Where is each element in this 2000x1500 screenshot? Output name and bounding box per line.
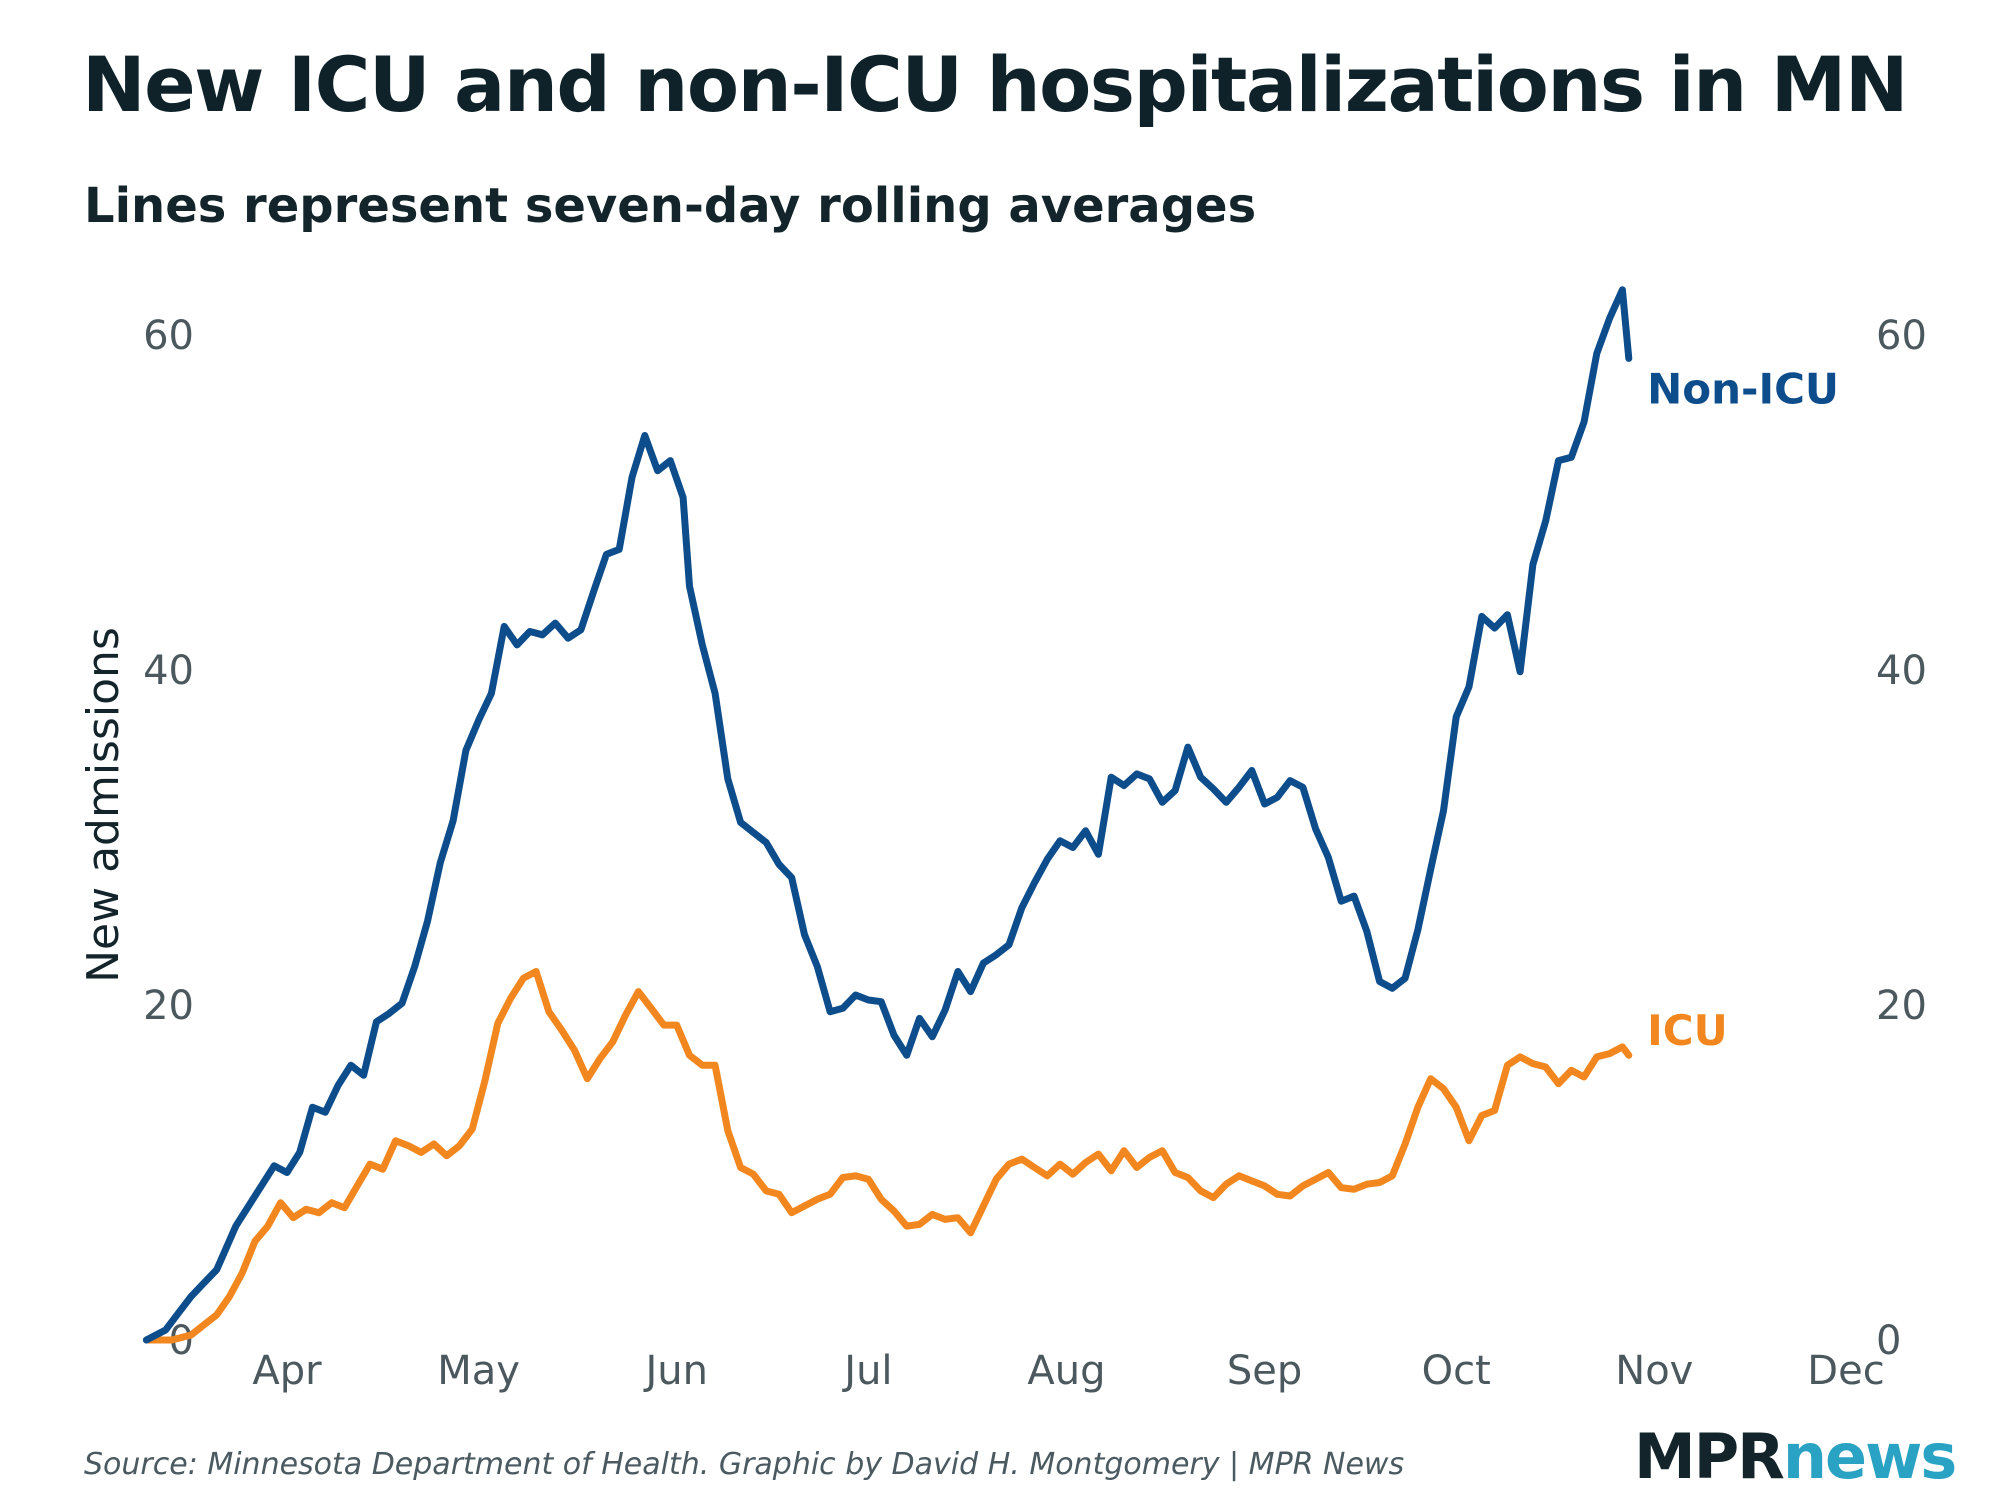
x-tick-label: Dec [1807,1348,1884,1394]
x-tick-label: Sep [1227,1348,1302,1394]
chart-subtitle: Lines represent seven-day rolling averag… [84,178,1257,234]
x-tick-label: May [437,1348,520,1394]
y-tick-label-left: 60 [143,313,194,359]
y-tick-label-left: 40 [143,648,194,694]
x-tick-label: Jun [642,1348,708,1394]
x-axis: Apr May Jun Jul Aug Sep Oct Nov Dec [252,1348,1884,1394]
series-line-non-icu [142,286,1633,1344]
mpr-news-logo: MPRnews [1634,1420,1957,1493]
x-tick-label: Oct [1422,1348,1491,1394]
chart-area: New admissions 0 20 40 60 0 20 40 60 Apr May Jun… [78,286,1927,1394]
x-tick-label: Apr [252,1348,322,1394]
x-tick-label: Aug [1027,1348,1105,1394]
y-axis-right: 0 20 40 60 [1876,313,1927,1364]
y-tick-label-right: 60 [1876,313,1927,359]
x-tick-label: Nov [1615,1348,1693,1394]
y-tick-label-right: 20 [1876,983,1927,1029]
x-tick-label: Jul [841,1348,892,1394]
logo-mpr: MPR [1634,1420,1785,1493]
chart-title: New ICU and non-ICU hospitalizations in … [82,40,1908,129]
y-tick-label-left: 20 [143,983,194,1029]
source-note: Source: Minnesota Department of Health. … [84,1447,1405,1482]
y-axis-title: New admissions [78,627,129,983]
plot-lines [142,286,1633,1344]
series-line-icu [142,968,1633,1344]
logo-news: news [1782,1420,1957,1493]
y-tick-label-right: 40 [1876,648,1927,694]
series-label-non-icu: Non-ICU [1647,365,1839,414]
y-tick-label-right: 0 [1876,1318,1901,1364]
series-label-icu: ICU [1647,1006,1728,1055]
series-labels: Non-ICU ICU [1647,365,1839,1056]
